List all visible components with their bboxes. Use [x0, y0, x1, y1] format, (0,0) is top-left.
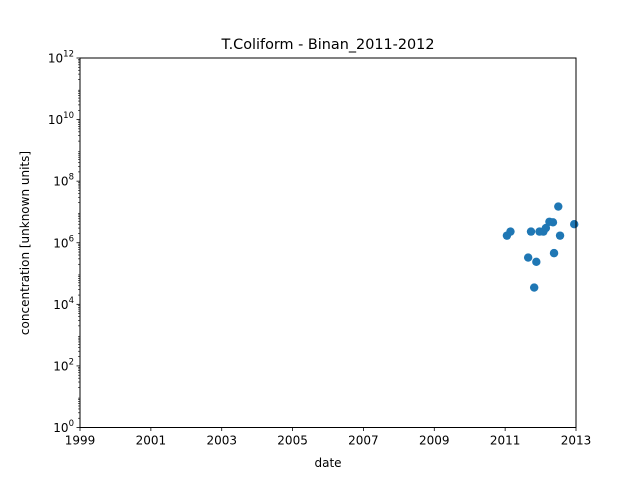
x-tick-label: 1999	[65, 434, 96, 448]
data-point	[506, 227, 515, 236]
y-tick-label: 102	[53, 357, 74, 373]
chart-title: T.Coliform - Binan_2011-2012	[221, 37, 435, 53]
data-point	[554, 202, 563, 211]
data-point	[541, 223, 551, 233]
y-tick-label: 106	[53, 234, 74, 250]
y-tick-label: 100	[53, 419, 74, 435]
data-point	[570, 220, 579, 229]
data-point	[529, 283, 539, 292]
plot-area	[502, 202, 579, 292]
x-tick-label: 2007	[348, 434, 379, 448]
x-tick-label: 2003	[206, 434, 237, 448]
x-tick-label: 2011	[490, 434, 521, 448]
data-point	[555, 231, 565, 240]
x-axis-label: date	[314, 456, 341, 470]
x-tick-label: 2013	[561, 434, 592, 448]
y-axis: 100 102 104 106 108 1010 1012	[48, 50, 80, 435]
y-tick-label: 108	[53, 173, 74, 189]
x-tick-label: 2009	[419, 434, 450, 448]
data-point	[526, 227, 536, 236]
data-point	[523, 253, 533, 262]
y-tick-label: 1010	[48, 111, 74, 127]
data-point	[548, 218, 558, 227]
y-axis-label: concentration [unknown units]	[18, 151, 32, 335]
data-point	[532, 257, 541, 267]
data-point	[549, 248, 559, 258]
y-tick-label: 1012	[48, 50, 74, 66]
x-axis: 1999 2001 2003 2005 2007 2009 2011 2013	[65, 427, 592, 448]
x-tick-label: 2001	[136, 434, 167, 448]
x-tick-label: 2005	[277, 434, 308, 448]
y-tick-label: 104	[53, 296, 74, 312]
